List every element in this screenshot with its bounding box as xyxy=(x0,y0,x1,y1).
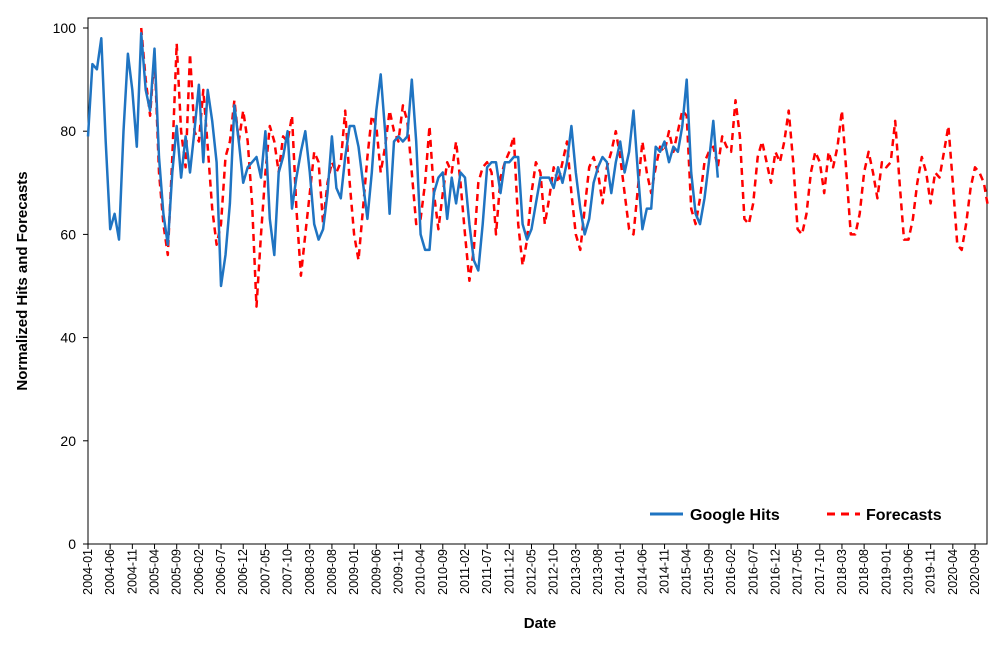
x-tick-label: 2016-12 xyxy=(768,549,782,595)
x-tick-label: 2014-11 xyxy=(658,549,672,594)
legend: Google Hits Forecasts xyxy=(650,507,942,524)
x-tick-label: 2009-01 xyxy=(347,549,361,595)
legend-label-google-hits: Google Hits xyxy=(690,507,780,524)
x-tick-label: 2019-01 xyxy=(879,549,893,595)
x-tick-label: 2011-12 xyxy=(502,549,516,594)
x-tick-label: 2010-04 xyxy=(414,549,428,595)
x-tick-label: 2007-10 xyxy=(281,549,295,595)
x-tick-label: 2019-06 xyxy=(901,549,915,595)
x-tick-label: 2018-03 xyxy=(835,549,849,595)
series-line-google-hits xyxy=(86,31,720,288)
x-axis-label: Date xyxy=(524,615,557,632)
x-tick-label: 2011-07 xyxy=(480,549,494,594)
x-tick-label: 2019-11 xyxy=(924,549,938,594)
x-tick-label: 2006-02 xyxy=(192,549,206,595)
x-tick-label: 2016-02 xyxy=(724,549,738,595)
x-tick-label: 2018-08 xyxy=(857,549,871,595)
x-tick-label: 2004-01 xyxy=(81,549,95,595)
x-tick-label: 2010-09 xyxy=(436,549,450,595)
plot-frame xyxy=(87,17,988,545)
y-axis-label: Normalized Hits and Forecasts xyxy=(14,171,31,390)
x-tick-label: 2004-11 xyxy=(125,549,139,594)
x-tick-label: 2017-05 xyxy=(791,549,805,595)
x-tick-label: 2014-01 xyxy=(613,549,627,595)
x-tick-label: 2005-04 xyxy=(148,549,162,595)
x-tick-label: 2004-06 xyxy=(103,549,117,595)
x-tick-label: 2012-05 xyxy=(525,549,539,595)
y-tick-label: 100 xyxy=(53,20,77,36)
y-tick-label: 60 xyxy=(60,226,76,242)
x-tick-label: 2006-07 xyxy=(214,549,228,595)
x-tick-label: 2013-08 xyxy=(591,549,605,595)
x-tick-label: 2016-07 xyxy=(746,549,760,595)
x-tick-label: 2008-03 xyxy=(303,549,317,595)
x-tick-label: 2020-09 xyxy=(968,549,982,595)
y-tick-label: 80 xyxy=(60,123,76,139)
y-tick-label: 20 xyxy=(60,433,76,449)
series-line-forecasts xyxy=(139,27,990,308)
x-tick-label: 2008-08 xyxy=(325,549,339,595)
x-tick-label: 2015-09 xyxy=(702,549,716,595)
x-tick-label: 2013-03 xyxy=(569,549,583,595)
x-tick-label: 2005-09 xyxy=(170,549,184,595)
x-tick-label: 2006-12 xyxy=(236,549,250,595)
x-tick-label: 2020-04 xyxy=(946,549,960,595)
y-tick-label: 40 xyxy=(60,330,76,346)
x-tick-label: 2017-10 xyxy=(813,549,827,595)
x-tick-label: 2015-04 xyxy=(680,549,694,595)
legend-label-forecasts: Forecasts xyxy=(866,507,942,524)
x-tick-label: 2009-06 xyxy=(369,549,383,595)
x-tick-label: 2007-05 xyxy=(258,549,272,595)
x-tick-label: 2011-02 xyxy=(458,549,472,594)
y-tick-label: 0 xyxy=(68,536,76,552)
x-tick-label: 2009-11 xyxy=(391,549,405,594)
x-tick-label: 2012-10 xyxy=(547,549,561,595)
x-tick-label: 2014-06 xyxy=(635,549,649,595)
